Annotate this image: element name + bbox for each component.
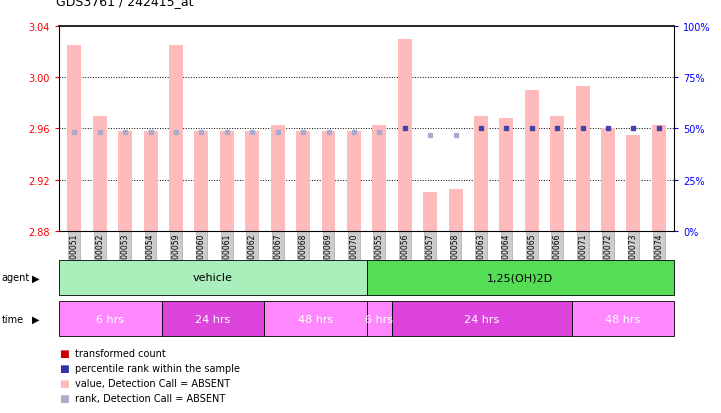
Bar xyxy=(245,132,260,231)
Text: ■: ■ xyxy=(59,363,69,373)
Bar xyxy=(448,189,463,231)
Bar xyxy=(474,116,488,231)
Bar xyxy=(575,87,590,231)
Bar xyxy=(367,301,392,337)
Text: vehicle: vehicle xyxy=(193,273,233,283)
Bar xyxy=(398,40,412,231)
Bar xyxy=(550,116,565,231)
Bar xyxy=(162,301,264,337)
Text: 48 hrs: 48 hrs xyxy=(298,314,333,324)
Text: 1,25(OH)2D: 1,25(OH)2D xyxy=(487,273,554,283)
Text: value, Detection Call = ABSENT: value, Detection Call = ABSENT xyxy=(75,378,230,388)
Bar xyxy=(118,132,132,231)
Bar xyxy=(372,125,386,231)
Bar xyxy=(169,46,183,231)
Bar xyxy=(59,260,367,295)
Bar xyxy=(367,260,674,295)
Bar xyxy=(500,119,513,231)
Text: percentile rank within the sample: percentile rank within the sample xyxy=(75,363,240,373)
Text: GDS3761 / 242415_at: GDS3761 / 242415_at xyxy=(56,0,193,8)
Bar xyxy=(67,46,81,231)
Bar xyxy=(652,125,666,231)
Bar xyxy=(601,129,615,231)
Text: ■: ■ xyxy=(59,393,69,403)
Text: time: time xyxy=(1,314,24,324)
Bar xyxy=(525,91,539,231)
Text: ▶: ▶ xyxy=(32,273,39,283)
Text: ■: ■ xyxy=(59,378,69,388)
Bar xyxy=(392,301,572,337)
Bar xyxy=(627,135,640,231)
Bar xyxy=(572,301,674,337)
Text: 48 hrs: 48 hrs xyxy=(605,314,640,324)
Text: 6 hrs: 6 hrs xyxy=(366,314,394,324)
Text: ▶: ▶ xyxy=(32,314,39,324)
Text: 24 hrs: 24 hrs xyxy=(195,314,231,324)
Bar xyxy=(270,125,285,231)
Text: transformed count: transformed count xyxy=(75,348,166,358)
Bar xyxy=(93,116,107,231)
Text: 24 hrs: 24 hrs xyxy=(464,314,500,324)
Bar xyxy=(143,132,158,231)
Bar xyxy=(322,132,335,231)
Text: agent: agent xyxy=(1,273,30,283)
Text: rank, Detection Call = ABSENT: rank, Detection Call = ABSENT xyxy=(75,393,225,403)
Bar xyxy=(423,193,437,231)
Text: ■: ■ xyxy=(59,348,69,358)
Bar xyxy=(296,132,310,231)
Bar xyxy=(264,301,366,337)
Bar xyxy=(59,301,162,337)
Bar xyxy=(220,132,234,231)
Bar xyxy=(195,132,208,231)
Bar xyxy=(347,132,361,231)
Text: 6 hrs: 6 hrs xyxy=(97,314,125,324)
